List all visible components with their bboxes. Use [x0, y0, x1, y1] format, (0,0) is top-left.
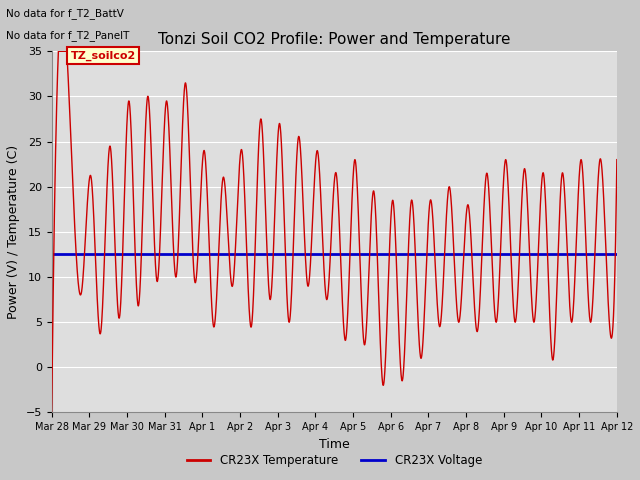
Text: TZ_soilco2: TZ_soilco2: [70, 50, 136, 61]
Legend: CR23X Temperature, CR23X Voltage: CR23X Temperature, CR23X Voltage: [182, 449, 486, 471]
Text: No data for f_T2_PanelT: No data for f_T2_PanelT: [6, 30, 130, 40]
Text: No data for f_T2_BattV: No data for f_T2_BattV: [6, 8, 124, 19]
Title: Tonzi Soil CO2 Profile: Power and Temperature: Tonzi Soil CO2 Profile: Power and Temper…: [158, 32, 511, 48]
Y-axis label: Power (V) / Temperature (C): Power (V) / Temperature (C): [7, 145, 20, 319]
X-axis label: Time: Time: [319, 438, 349, 451]
